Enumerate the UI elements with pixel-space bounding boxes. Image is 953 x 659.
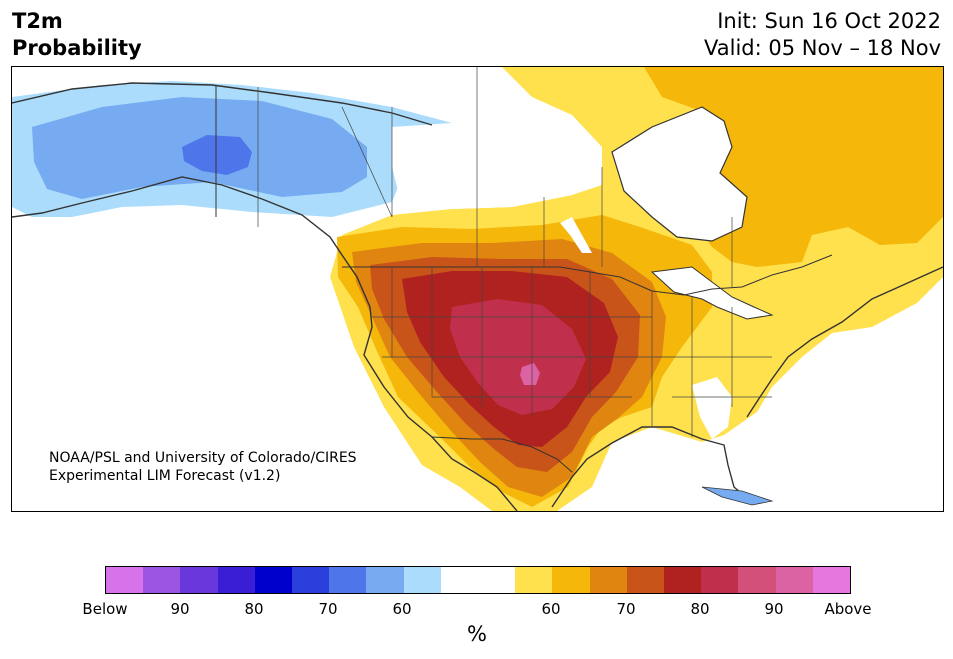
credit-line2: Experimental LIM Forecast (v1.2) [49, 468, 281, 484]
map-title: T2m Probability [12, 8, 142, 62]
cold-80-region [182, 135, 252, 175]
colorbar-swatch [478, 567, 516, 593]
colorbar-swatch [589, 567, 627, 593]
colorbar-swatch [664, 567, 702, 593]
colorbar-swatch [440, 567, 479, 593]
forecast-dates: Init: Sun 16 Oct 2022 Valid: 05 Nov – 18… [704, 8, 941, 62]
colorbar-swatch [738, 567, 776, 593]
great-lakes [650, 266, 774, 320]
colorbar-label-below-90: 90 [170, 600, 190, 618]
colorbar-swatch [180, 567, 218, 593]
colorbar-label-above-60: 60 [541, 600, 561, 618]
hudson-bay [611, 106, 748, 242]
us-mexico-border [431, 436, 573, 473]
credit-text: NOAA/PSL and University of Colorado/CIRE… [49, 449, 357, 485]
init-date: Init: Sun 16 Oct 2022 [717, 9, 941, 33]
colorbar-swatch [217, 567, 255, 593]
credit-line1: NOAA/PSL and University of Colorado/CIRE… [49, 450, 357, 466]
colorbar-unit: % [467, 622, 487, 646]
colorbar-swatch [515, 567, 553, 593]
title-line2: Probability [12, 36, 142, 60]
province-borders [257, 67, 733, 287]
colorbar-swatch [329, 567, 367, 593]
valid-date: Valid: 05 Nov – 18 Nov [704, 36, 941, 60]
colorbar-label-above-90: 90 [764, 600, 784, 618]
colorbar-label-below-60: 60 [392, 600, 412, 618]
cuba [701, 486, 774, 506]
white-notch-north [392, 115, 602, 209]
warm-95-region [520, 363, 540, 385]
colorbar-swatch [552, 567, 590, 593]
colorbar-label-below-70: 70 [318, 600, 338, 618]
coastline [12, 82, 943, 511]
colorbar-swatch [254, 567, 293, 593]
colorbar [105, 566, 851, 594]
title-line1: T2m [12, 9, 63, 33]
colorbar-swatch [292, 567, 330, 593]
colorbar-swatch [143, 567, 181, 593]
colorbar-label-below-80: 80 [244, 600, 264, 618]
lake-winnipeg [560, 217, 592, 253]
colorbar-swatch [626, 567, 665, 593]
white-notch-southeast [692, 377, 732, 439]
colorbar-swatch [403, 567, 441, 593]
colorbar-swatch [812, 567, 851, 593]
colorbar-label-above: Above [824, 600, 872, 618]
map-canvas [12, 67, 943, 511]
colorbar-label-above-80: 80 [690, 600, 710, 618]
colorbar-swatch [775, 567, 813, 593]
probability-map [11, 66, 944, 512]
colorbar-swatch [366, 567, 404, 593]
colorbar-swatch [106, 567, 144, 593]
colorbar-label-above-70: 70 [616, 600, 636, 618]
colorbar-label-below: Below [82, 600, 128, 618]
state-borders [372, 267, 772, 437]
colorbar-swatch [701, 567, 739, 593]
